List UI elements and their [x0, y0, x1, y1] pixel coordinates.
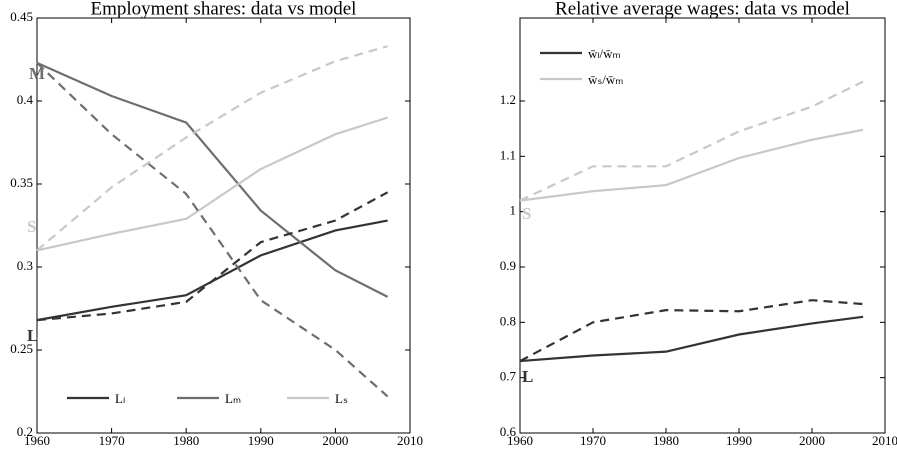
- series-line: [36, 219, 388, 322]
- annotation: S: [27, 217, 36, 236]
- y-tick-label: 1.2: [500, 92, 516, 107]
- x-tick-label: 1970: [99, 433, 125, 448]
- series-line: [36, 116, 388, 252]
- y-tick-label: 0.4: [17, 92, 34, 107]
- y-tick-label: 0.35: [10, 175, 33, 190]
- legend-label: Lₗ: [115, 391, 125, 406]
- annotation: S: [522, 204, 531, 223]
- y-tick-label: 0.8: [500, 313, 516, 328]
- y-tick-label: 0.45: [10, 9, 33, 24]
- x-tick-label: 1960: [24, 433, 50, 448]
- y-tick-label: 1.1: [500, 147, 516, 162]
- plot-frame: [519, 17, 886, 434]
- legend-label: Lₛ: [335, 391, 348, 406]
- series-line: [36, 45, 388, 252]
- series-line: [519, 128, 864, 202]
- x-tick-label: 1980: [173, 433, 199, 448]
- x-tick-label: 2010: [872, 433, 897, 448]
- x-tick-label: 1970: [580, 433, 606, 448]
- legend-label: Lₘ: [225, 391, 241, 406]
- annotation: M: [29, 64, 45, 83]
- y-tick-label: 0.7: [500, 369, 517, 384]
- y-tick-label: 0.6: [500, 424, 517, 439]
- series-line: [519, 80, 864, 202]
- chart-title: Relative average wages: data vs model: [555, 0, 850, 19]
- plot-frame: [36, 17, 411, 434]
- chart-title: Employment shares: data vs model: [91, 0, 357, 19]
- y-tick-label: 0.2: [17, 424, 33, 439]
- x-tick-label: 1990: [248, 433, 274, 448]
- annotation: L: [27, 326, 38, 345]
- y-tick-label: 1: [510, 203, 517, 218]
- annotation: L: [522, 367, 533, 386]
- y-tick-label: 0.25: [10, 341, 33, 356]
- x-tick-label: 2000: [799, 433, 825, 448]
- series-line: [36, 191, 389, 322]
- legend-label: w̄ₗ/w̄ₘ: [588, 46, 621, 61]
- series-line: [36, 62, 389, 398]
- legend-label: w̄ₛ/w̄ₘ: [588, 72, 623, 87]
- series-line: [519, 299, 864, 363]
- x-tick-label: 2010: [397, 433, 423, 448]
- series-line: [519, 315, 864, 363]
- x-tick-label: 1980: [653, 433, 679, 448]
- y-tick-label: 0.9: [500, 258, 516, 273]
- y-tick-label: 0.3: [17, 258, 33, 273]
- series-line: [36, 61, 389, 298]
- x-tick-label: 2000: [322, 433, 348, 448]
- x-tick-label: 1990: [726, 433, 752, 448]
- x-tick-label: 1960: [507, 433, 533, 448]
